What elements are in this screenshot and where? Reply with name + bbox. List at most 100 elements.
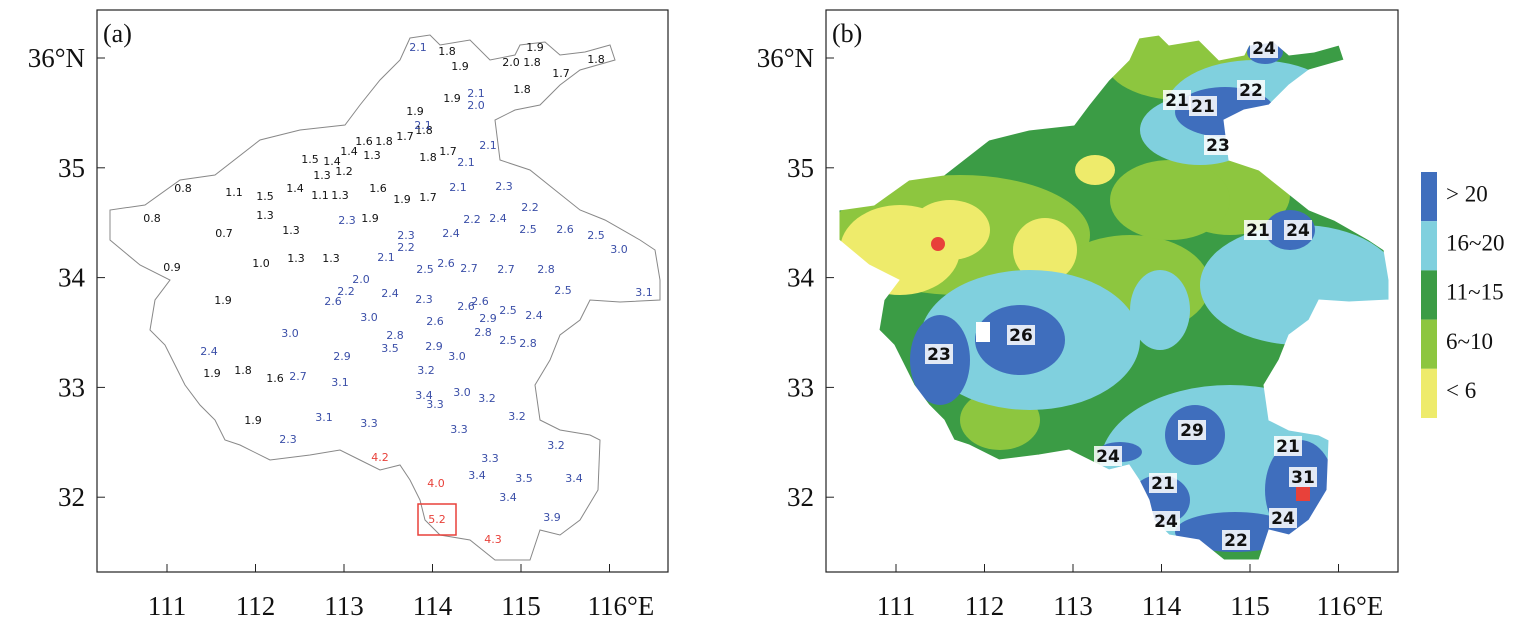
station-value: 2.3 <box>397 229 415 242</box>
y-tick-label: 36°N <box>757 43 814 73</box>
station-value: 2.5 <box>519 223 537 236</box>
panel-frame <box>825 9 1399 573</box>
station-value: 2.8 <box>519 337 537 350</box>
station-value: 2.9 <box>479 312 497 325</box>
station-value: 1.7 <box>552 67 570 80</box>
region-label: 22 <box>1239 81 1263 101</box>
station-value: 1.7 <box>419 191 437 204</box>
station-value: 1.5 <box>301 153 319 166</box>
legend-swatch <box>1421 270 1437 320</box>
station-value: 1.8 <box>438 45 456 58</box>
red-dot <box>931 237 945 251</box>
station-value: 1.8 <box>587 53 605 66</box>
station-value: 2.4 <box>442 227 460 240</box>
station-value: 3.3 <box>481 452 499 465</box>
y-tick-label: 33 <box>58 372 85 402</box>
x-tick-label: 116°E <box>588 591 655 621</box>
station-value: 1.7 <box>396 130 414 143</box>
station-value: 1.6 <box>355 135 373 148</box>
label-box <box>1149 473 1177 493</box>
highlight-box <box>417 503 457 536</box>
y-tick-label: 32 <box>787 482 814 512</box>
station-value: 1.6 <box>369 182 387 195</box>
station-value: 2.4 <box>381 287 399 300</box>
station-value: 2.2 <box>463 213 481 226</box>
station-value: 2.6 <box>471 295 489 308</box>
region-label: 24 <box>1252 39 1276 59</box>
label-box <box>1250 38 1278 58</box>
region-label: 21 <box>1165 91 1189 111</box>
station-value: 2.1 <box>409 41 427 54</box>
station-value: 3.1 <box>315 411 333 424</box>
station-value: 2.7 <box>289 370 307 383</box>
label-box <box>1189 96 1217 116</box>
region-label: 21 <box>1151 474 1175 494</box>
station-value: 1.9 <box>406 105 424 118</box>
station-value: 2.0 <box>467 99 485 112</box>
station-value: 1.9 <box>203 367 221 380</box>
legend-swatch <box>1421 221 1437 271</box>
label-box <box>1244 220 1272 240</box>
station-value: 4.2 <box>371 451 389 464</box>
station-value: 3.3 <box>360 417 378 430</box>
contour-area <box>1013 218 1077 282</box>
station-value: 1.0 <box>252 257 270 270</box>
station-value: 2.9 <box>425 340 443 353</box>
station-value: 0.8 <box>174 182 192 195</box>
label-box <box>1274 436 1302 456</box>
station-value: 1.5 <box>256 190 274 203</box>
station-value: 2.8 <box>474 326 492 339</box>
label-box <box>1007 325 1035 345</box>
station-value: 1.7 <box>439 145 457 158</box>
legend-swatch <box>1421 319 1437 369</box>
map-outline <box>838 34 1390 561</box>
station-value: 2.8 <box>537 263 555 276</box>
station-value: 2.5 <box>554 284 572 297</box>
station-value: 1.9 <box>526 41 544 54</box>
legend-swatch <box>1421 368 1437 418</box>
station-value: 1.9 <box>361 212 379 225</box>
station-value: 2.3 <box>495 180 513 193</box>
station-value: 1.4 <box>340 145 358 158</box>
x-tick-label: 111 <box>877 591 916 621</box>
station-value: 2.6 <box>437 257 455 270</box>
station-value: 3.4 <box>415 389 433 402</box>
station-value: 2.1 <box>414 119 432 132</box>
station-value: 2.2 <box>521 201 539 214</box>
region-label: 24 <box>1286 221 1310 241</box>
y-tick-label: 35 <box>58 153 85 183</box>
map-outline <box>109 34 661 561</box>
station-value: 3.4 <box>468 469 486 482</box>
station-value: 3.1 <box>331 376 349 389</box>
panel-label: (b) <box>832 19 862 48</box>
contour-area <box>1130 270 1190 350</box>
x-tick-label: 113 <box>324 591 364 621</box>
station-value: 2.2 <box>337 285 355 298</box>
y-tick-label: 34 <box>58 263 86 293</box>
station-value: 2.1 <box>457 156 475 169</box>
station-value: 3.5 <box>515 472 533 485</box>
contour-area <box>1110 160 1230 240</box>
station-value: 3.2 <box>417 364 435 377</box>
label-box <box>1152 511 1180 531</box>
station-value: 3.0 <box>610 243 628 256</box>
station-value: 2.9 <box>333 350 351 363</box>
label-box <box>1178 420 1206 440</box>
region-label: 23 <box>927 345 951 365</box>
station-value: 3.0 <box>360 311 378 324</box>
station-value: 1.6 <box>266 372 284 385</box>
station-value: 1.3 <box>331 189 349 202</box>
station-value: 3.2 <box>547 439 565 452</box>
station-value: 1.3 <box>287 252 305 265</box>
station-value: 1.1 <box>225 186 243 199</box>
station-value: 2.8 <box>386 329 404 342</box>
x-tick-label: 116°E <box>1317 591 1384 621</box>
station-value: 1.4 <box>323 155 341 168</box>
station-value: 1.3 <box>322 252 340 265</box>
station-value: 0.7 <box>215 227 233 240</box>
station-value: 1.2 <box>335 165 353 178</box>
region-label: 24 <box>1096 447 1120 467</box>
x-tick-label: 115 <box>1230 591 1270 621</box>
